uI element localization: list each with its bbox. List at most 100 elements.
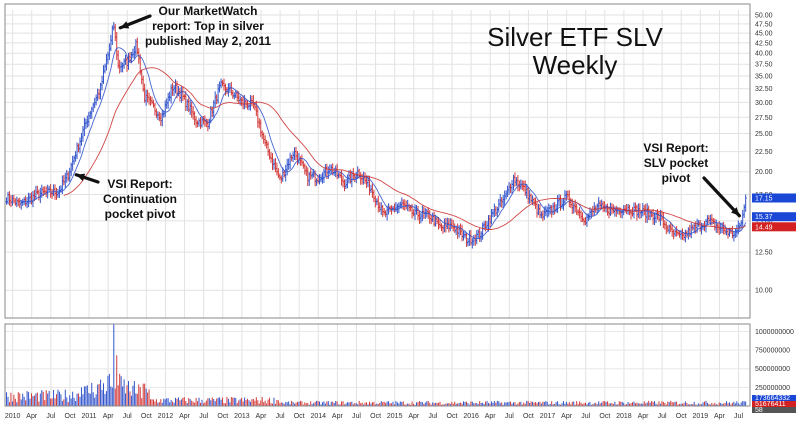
time-tick-label: Jul xyxy=(734,413,743,420)
time-tick-label: 2011 xyxy=(82,413,97,420)
time-tick-label: Apr xyxy=(103,413,115,420)
volume-tag xyxy=(752,401,796,407)
time-tick-label: 2016 xyxy=(463,413,479,420)
chart-title: Silver ETF SLV xyxy=(487,22,663,52)
moving-average-line xyxy=(63,67,746,230)
annotation-arrows xyxy=(74,14,741,218)
time-tick-label: Jul xyxy=(505,413,514,420)
price-tag xyxy=(752,212,796,222)
annotation-line: pivot xyxy=(662,171,691,185)
moving-average-line xyxy=(19,47,747,240)
time-tick-label: Apr xyxy=(256,413,268,420)
time-tick-label: Jul xyxy=(123,413,132,420)
price-tick-label: 25.00 xyxy=(755,131,773,138)
time-tick-label: Apr xyxy=(714,413,726,420)
arrow-shaft xyxy=(702,176,741,218)
volume-tick-label: 750000000 xyxy=(755,348,790,355)
price-tick-label: 12.50 xyxy=(755,250,773,257)
time-tick-label: Oct xyxy=(523,413,534,420)
volume-panel xyxy=(6,324,747,406)
price-tick-label: 37.50 xyxy=(755,62,773,69)
annotation-continuation-pivot: VSI Report: Continuation pocket pivot xyxy=(103,177,177,221)
time-tick-label: Apr xyxy=(638,413,650,420)
time-tick-label: 2014 xyxy=(310,413,326,420)
volume-axis-ticks: 1000000000 750000000 500000000 250000000 xyxy=(755,329,794,392)
price-tag-value: 17.15 xyxy=(755,195,773,202)
annotation-line: pocket pivot xyxy=(105,207,176,221)
time-tick-label: Oct xyxy=(599,413,610,420)
time-tick-label: Apr xyxy=(26,413,38,420)
arrow-head xyxy=(120,21,130,29)
price-tick-label: 50.00 xyxy=(755,13,773,20)
time-tick-label: Oct xyxy=(447,413,458,420)
time-tick-label: 2018 xyxy=(616,413,632,420)
volume-panel-border xyxy=(4,323,751,407)
annotation-slv-pivot: VSI Report: SLV pocket pivot xyxy=(643,141,708,185)
time-tick-label: 2013 xyxy=(234,413,250,420)
volume-tag-value: 173664332 xyxy=(755,395,790,402)
annotation-line: published May 2, 2011 xyxy=(145,34,271,48)
annotation-line: SLV pocket xyxy=(644,156,708,170)
price-tick-label: 27.50 xyxy=(755,115,773,122)
arrow-head xyxy=(76,173,86,181)
time-tick-label: Apr xyxy=(179,413,191,420)
time-tick-label: Apr xyxy=(561,413,573,420)
price-tag xyxy=(752,222,796,232)
arrow-head xyxy=(730,207,740,216)
time-tick-label: Jul xyxy=(46,413,55,420)
time-tick-label: Jul xyxy=(352,413,361,420)
price-tick-label: 45.00 xyxy=(755,31,773,38)
time-tick-label: Oct xyxy=(676,413,687,420)
time-tick-label: Apr xyxy=(408,413,420,420)
time-tick-label: Jul xyxy=(658,413,667,420)
price-tag-value: 14.49 xyxy=(755,224,773,231)
time-tick-label: Jul xyxy=(581,413,590,420)
price-tag xyxy=(752,193,796,203)
time-tick-label: Jul xyxy=(428,413,437,420)
time-tick-label: 2015 xyxy=(387,413,403,420)
volume-tag-value: 58 xyxy=(755,407,763,414)
price-tick-label: 15.00 xyxy=(755,218,773,225)
price-tick-label: 22.50 xyxy=(755,149,773,156)
price-tick-label: 32.50 xyxy=(755,86,773,93)
time-tick-label: 2017 xyxy=(540,413,556,420)
annotation-line: Continuation xyxy=(103,192,177,206)
grid-lines xyxy=(5,10,750,406)
time-tick-label: Oct xyxy=(65,413,76,420)
price-tick-label: 30.00 xyxy=(755,100,773,107)
chart-subtitle: Weekly xyxy=(533,50,618,80)
time-tick-label: Jul xyxy=(276,413,285,420)
chart-frame xyxy=(4,3,751,407)
price-panel-border xyxy=(4,3,751,319)
volume-tag-value: 51676411 xyxy=(755,401,786,408)
time-tick-label: Oct xyxy=(141,413,152,420)
time-tick-label: Oct xyxy=(217,413,228,420)
volume-tick-label: 250000000 xyxy=(755,385,790,392)
time-tick-label: Oct xyxy=(294,413,305,420)
volume-tag xyxy=(752,395,796,401)
time-tick-label: 2010 xyxy=(5,413,21,420)
time-tick-label: Oct xyxy=(370,413,381,420)
time-tick-label: Apr xyxy=(332,413,344,420)
time-tick-label: 2012 xyxy=(158,413,174,420)
annotation-line: VSI Report: xyxy=(643,141,708,155)
price-tick-label: 10.00 xyxy=(755,288,773,295)
annotation-line: report: Top in silver xyxy=(152,19,264,33)
price-tick-label: 47.50 xyxy=(755,21,773,28)
time-tick-label: Jul xyxy=(199,413,208,420)
volume-tag xyxy=(752,407,796,413)
moving-averages xyxy=(19,47,747,240)
volume-tick-label: 1000000000 xyxy=(755,329,794,336)
price-tick-label: 40.00 xyxy=(755,51,773,58)
price-tick-label: 42.50 xyxy=(755,40,773,47)
annotation-line: Our MarketWatch xyxy=(159,4,258,18)
time-axis-ticks: 2010 Apr Jul Oct 2011 Apr Jul Oct 2012 Apr Jul Oct 2… xyxy=(5,413,744,420)
annotation-line: VSI Report: xyxy=(107,177,172,191)
time-tick-label: Apr xyxy=(485,413,497,420)
price-tick-label: 20.00 xyxy=(755,169,773,176)
time-tick-label: 2019 xyxy=(693,413,709,420)
volume-tick-label: 500000000 xyxy=(755,366,790,373)
